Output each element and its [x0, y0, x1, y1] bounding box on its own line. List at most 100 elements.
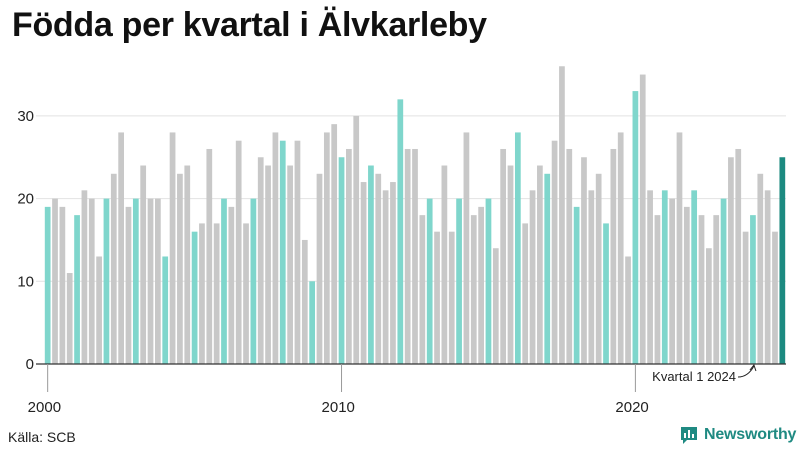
bar-2019-q1 — [603, 223, 609, 364]
bar-2013-q4 — [448, 231, 455, 364]
bar-2010-q3 — [353, 115, 360, 364]
source-note: Källa: SCB — [8, 429, 76, 445]
bar-2013-q3 — [441, 165, 448, 364]
bar-2001-q3 — [88, 198, 95, 364]
bar-2009-q4 — [331, 124, 338, 364]
bar-2017-q1 — [544, 173, 551, 364]
bar-2006-q2 — [228, 206, 235, 364]
bar-2020-q3 — [647, 190, 653, 364]
bar-2009-q3 — [323, 132, 330, 364]
bar-2001-q4 — [96, 256, 102, 364]
bar-chart-speech-icon — [681, 427, 697, 444]
x-axis-ticks: 2000 2010 2020 — [28, 364, 649, 416]
bar-2008-q4 — [301, 239, 308, 364]
bar-2021-q3 — [676, 132, 683, 364]
y-axis-labels: 0 10 20 30 — [17, 108, 34, 373]
bar-2004-q1 — [162, 256, 169, 364]
annotation-arrowhead — [749, 363, 757, 372]
bar-2012-q1 — [397, 99, 404, 364]
bar-2010-q1 — [338, 157, 345, 364]
bar-2002-q4 — [125, 206, 132, 364]
bar-2011-q1 — [368, 165, 374, 364]
bar-2015-q2 — [492, 248, 499, 364]
bar-2011-q2 — [375, 173, 382, 364]
bar-2019-q3 — [617, 132, 624, 364]
bar-2022-q3 — [705, 248, 712, 364]
bar-2009-q2 — [316, 173, 323, 364]
bar-2023-q2 — [728, 157, 734, 364]
bar-2019-q4 — [625, 256, 631, 364]
bar-2024-q2 — [757, 173, 764, 364]
bar-2002-q3 — [118, 132, 125, 364]
bar-2022-q4 — [713, 215, 720, 364]
bar-2024-q4 — [772, 231, 778, 364]
bar-2005-q1 — [191, 231, 198, 364]
bar-2023-q4 — [742, 231, 749, 364]
bar-2007-q3 — [265, 165, 271, 364]
bar-2020-q4 — [654, 215, 661, 364]
bar-2009-q1 — [309, 281, 316, 364]
bar-2008-q3 — [294, 140, 301, 364]
bar-2013-q2 — [434, 231, 440, 364]
bar-2006-q1 — [221, 198, 227, 364]
y-tick-label: 30 — [17, 108, 34, 125]
bar-2008-q1 — [279, 140, 286, 364]
bar-2002-q1 — [103, 198, 110, 364]
bar-2003-q4 — [155, 198, 161, 364]
x-tick-label-2000: 2000 — [28, 399, 61, 416]
bar-2017-q2 — [551, 140, 558, 364]
bar-2006-q4 — [243, 223, 249, 364]
bar-2021-q2 — [669, 198, 675, 364]
bar-2016-q3 — [529, 190, 536, 364]
bar-2002-q2 — [110, 173, 117, 364]
bar-2016-q2 — [522, 223, 529, 364]
bar-2012-q3 — [412, 148, 418, 364]
bar-2011-q3 — [382, 190, 389, 364]
bar-2021-q1 — [661, 190, 668, 364]
bar-2004-q3 — [177, 173, 183, 364]
y-tick-label: 10 — [17, 273, 34, 290]
grid-lines — [36, 115, 786, 282]
y-tick-label: 0 — [26, 356, 34, 373]
bar-2021-q4 — [683, 206, 690, 364]
bar-2017-q3 — [559, 66, 565, 365]
bar-2008-q2 — [287, 165, 293, 364]
bar-2016-q1 — [514, 132, 521, 364]
bar-2014-q3 — [470, 215, 477, 364]
bar-2000-q4 — [66, 273, 73, 364]
bar-2010-q2 — [346, 148, 352, 364]
bar-2018-q3 — [588, 190, 595, 364]
bar-2005-q4 — [213, 223, 220, 364]
bar-2013-q1 — [426, 198, 433, 364]
bar-2015-q1 — [485, 198, 492, 364]
bar-2016-q4 — [537, 165, 543, 364]
bar-2001-q1 — [74, 215, 80, 364]
bar-2010-q4 — [360, 182, 367, 364]
bar-2014-q1 — [456, 198, 462, 364]
bar-2012-q2 — [404, 148, 411, 364]
bar-2014-q2 — [463, 132, 470, 364]
bar-2005-q2 — [199, 223, 205, 364]
bar-2011-q4 — [390, 182, 396, 364]
bar-2023-q1 — [720, 198, 727, 364]
bar-2001-q2 — [81, 190, 88, 364]
bar-2014-q4 — [478, 206, 484, 364]
bar-2007-q1 — [250, 198, 257, 364]
bar-2015-q4 — [507, 165, 514, 364]
bar-2025-q1 — [779, 157, 786, 364]
bar-2024-q1 — [750, 215, 756, 364]
y-tick-label: 20 — [17, 191, 34, 208]
bar-2018-q2 — [581, 157, 587, 364]
bar-2019-q2 — [610, 148, 617, 364]
bar-2004-q4 — [184, 165, 191, 364]
x-tick-label-2010: 2010 — [322, 399, 355, 416]
bar-2000-q3 — [59, 206, 66, 364]
bar-2018-q4 — [595, 173, 602, 364]
bar-2003-q3 — [147, 198, 154, 364]
bar-2018-q1 — [573, 206, 580, 364]
annotation-label: Kvartal 1 2024 — [652, 369, 736, 384]
bar-2017-q4 — [566, 148, 573, 364]
bar-2023-q3 — [735, 148, 742, 364]
bar-2007-q4 — [272, 132, 279, 364]
